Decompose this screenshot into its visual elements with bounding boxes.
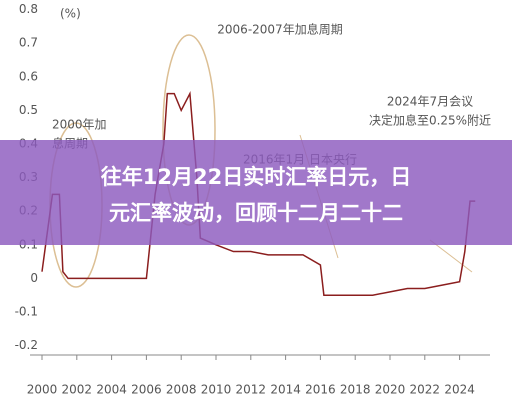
banner-title: 往年12月22日实时汇率日元，日: [101, 165, 411, 189]
x-tick-label: 2016: [305, 383, 336, 397]
x-tick-label: 2008: [166, 383, 197, 397]
annotation: 决定加息至0.25%附近: [369, 113, 491, 128]
annotation: 2024年7月会议: [387, 95, 473, 109]
x-tick-label: 2018: [340, 383, 371, 397]
x-tick-label: 2012: [236, 383, 267, 397]
annotation: 2000年加: [52, 118, 107, 132]
x-tick-label: 2010: [201, 383, 232, 397]
y-tick-label: 0: [30, 271, 38, 285]
x-tick-label: 2004: [96, 383, 127, 397]
x-tick-label: 2014: [270, 383, 301, 397]
x-tick-label: 2020: [375, 383, 406, 397]
banner-background: [0, 140, 512, 245]
banner-title: 元汇率波动，回顾十二月二十二: [109, 201, 403, 225]
x-tick-label: 2024: [444, 383, 475, 397]
arrow: [429, 239, 473, 273]
y-tick-label: -0.1: [15, 305, 38, 319]
x-tick-label: 2002: [62, 383, 93, 397]
y-tick-label: 0.8: [19, 2, 38, 16]
x-tick-label: 2022: [410, 383, 441, 397]
x-tick-label: 2006: [131, 383, 162, 397]
y-tick-label: 0.6: [19, 69, 38, 83]
x-tick-label: 2000: [27, 383, 58, 397]
y-tick-label: -0.2: [15, 338, 38, 352]
y-tick-label: 0.5: [19, 103, 38, 117]
y-tick-label: 0.7: [19, 36, 38, 50]
unit-label: (%): [60, 7, 81, 21]
annotation: 2006-2007年加息周期: [217, 22, 342, 37]
